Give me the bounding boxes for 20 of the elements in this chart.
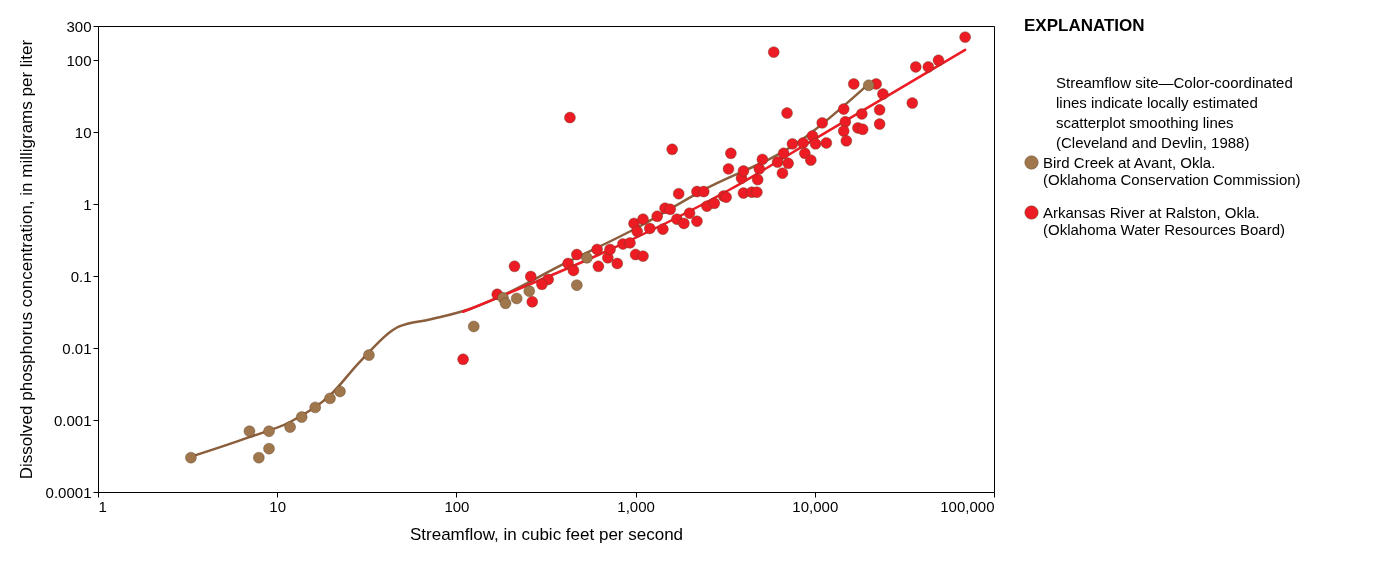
y-tick-label: 0.01	[62, 339, 92, 357]
x-tick-label: 100	[444, 497, 470, 515]
y-tick-label: 10	[74, 123, 92, 141]
y-tick-label: 1	[83, 195, 92, 213]
x-tick-label: 10,000	[792, 497, 839, 515]
legend-label: Arkansas River at Ralston, Okla. (Oklahoma Water Resources Board)	[1043, 203, 1286, 238]
text: Streamflow site—Color-coordinated lines indicate locally estimated scatterplot smoothing lines (Cleveland and Devlin, 1988)	[1056, 74, 1293, 151]
y-tick-label: 100	[66, 51, 92, 69]
x-tick-label: 10	[269, 497, 287, 515]
x-tick-label: 100,000	[940, 497, 995, 515]
y-tick-label: 0.0001	[45, 483, 92, 501]
x-tick-label: 1,000	[617, 497, 655, 515]
y-tick-label: 0.001	[53, 411, 92, 429]
y-axis-title: Dissolved phosphorus concentration, in milligrams per liter	[16, 39, 36, 480]
y-tick-label: 0.1	[70, 267, 92, 285]
y-tick-label: 300	[66, 17, 92, 35]
legend-title: EXPLANATION	[1024, 16, 1145, 35]
x-tick-label: 1	[98, 497, 107, 515]
x-axis-title: Streamflow, in cubic feet per second	[409, 524, 684, 544]
legend-label: Bird Creek at Avant, Okla. (Oklahoma Conservation Commission)	[1043, 153, 1301, 188]
